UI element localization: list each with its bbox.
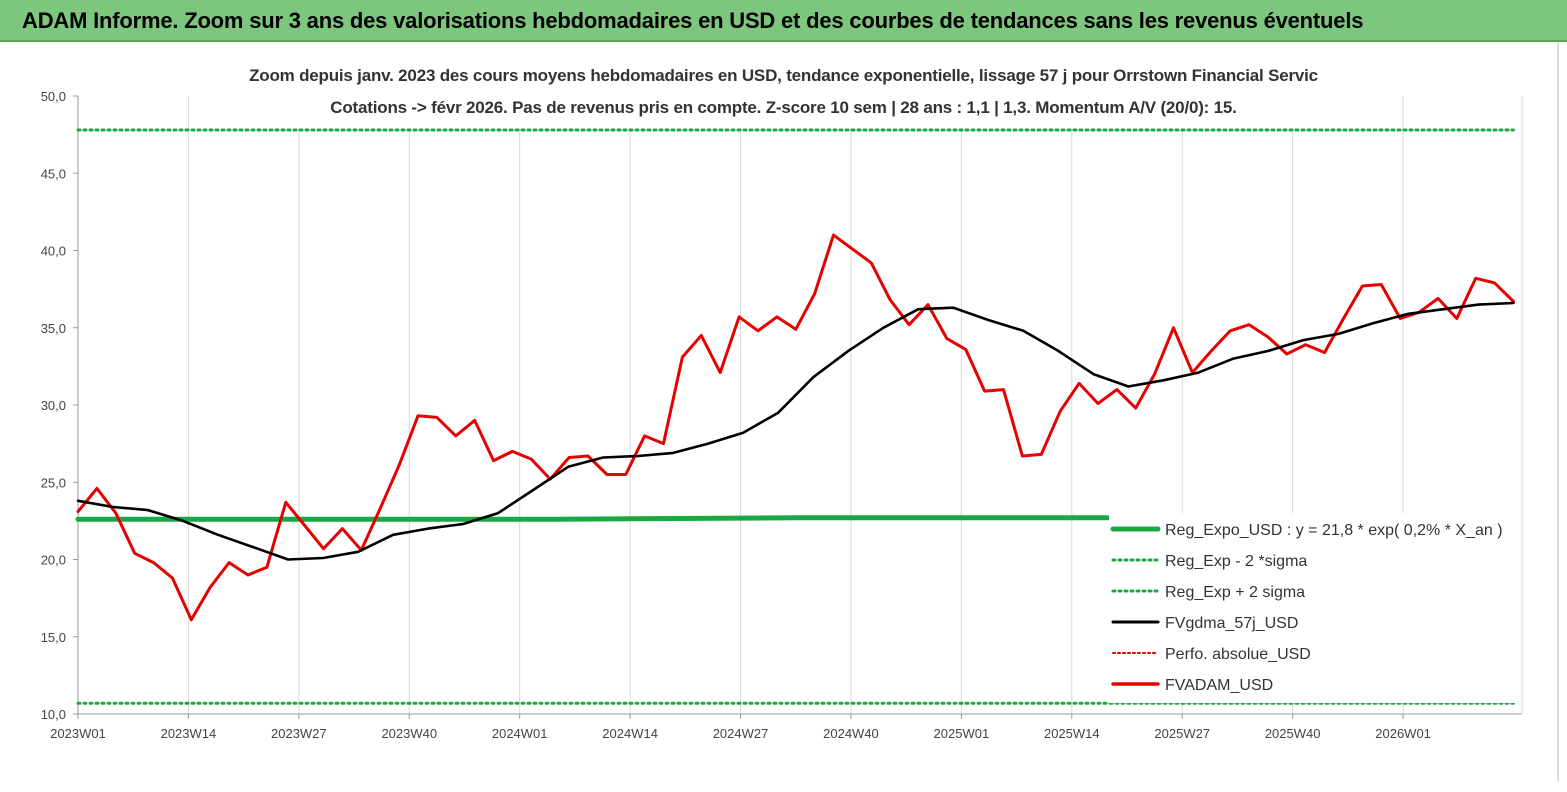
x-tick-label: 2025W27 bbox=[1154, 726, 1210, 741]
y-tick-label: 50,0 bbox=[41, 89, 66, 104]
x-tick-label: 2023W27 bbox=[271, 726, 327, 741]
y-tick-label: 45,0 bbox=[41, 166, 66, 181]
chart-area: 2023W01 2023W14 2023W27 2023W40 2024W01 2024W… bbox=[0, 42, 1567, 792]
x-tick-label: 2023W14 bbox=[161, 726, 217, 741]
x-tick-label: 2026W01 bbox=[1375, 726, 1431, 741]
price-chart: 2023W01 2023W14 2023W27 2023W40 2024W01 2024W… bbox=[41, 58, 1523, 741]
series-line-fvgdma-57j-usd bbox=[76, 301, 1515, 561]
chart-title-background bbox=[285, 94, 1345, 128]
report-title: ADAM Informe. Zoom sur 3 ans des valoris… bbox=[22, 8, 1364, 33]
x-tick-label: 2024W01 bbox=[492, 726, 548, 741]
chart-title-background bbox=[212, 58, 1350, 94]
chart-title-line-1: Zoom depuis janv. 2023 des cours moyens … bbox=[249, 66, 1318, 85]
y-tick-label: 35,0 bbox=[41, 321, 66, 336]
y-tick-label: 40,0 bbox=[41, 244, 66, 259]
legend-label: Reg_Exp + 2 sigma bbox=[1165, 584, 1305, 601]
legend-label: Perfo. absolue_USD bbox=[1165, 646, 1311, 663]
x-tick-label: 2023W01 bbox=[50, 726, 106, 741]
y-tick-label: 15,0 bbox=[41, 630, 66, 645]
y-tick-label: 10,0 bbox=[41, 707, 66, 722]
legend-label: FVADAM_USD bbox=[1165, 677, 1273, 694]
x-tick-label: 2024W40 bbox=[823, 726, 879, 741]
x-tick-label: 2023W40 bbox=[381, 726, 437, 741]
series-line-fvadam-usd bbox=[76, 233, 1515, 622]
x-tick-label: 2025W14 bbox=[1044, 726, 1100, 741]
x-tick-label: 2024W27 bbox=[713, 726, 769, 741]
chart-title-line-2: Cotations -> févr 2026. Pas de revenus p… bbox=[330, 98, 1237, 117]
frame-right-border bbox=[1557, 42, 1559, 782]
y-tick-label: 25,0 bbox=[41, 475, 66, 490]
y-tick-label: 20,0 bbox=[41, 553, 66, 568]
x-tick-label: 2025W01 bbox=[934, 726, 990, 741]
y-tick-label: 30,0 bbox=[41, 398, 66, 413]
x-tick-label: 2024W14 bbox=[602, 726, 658, 741]
report-header: ADAM Informe. Zoom sur 3 ans des valoris… bbox=[0, 0, 1567, 42]
x-tick-label: 2025W40 bbox=[1265, 726, 1321, 741]
legend-label: Reg_Expo_USD : y = 21,8 * exp( 0,2% * X_… bbox=[1165, 522, 1503, 539]
legend-label: FVgdma_57j_USD bbox=[1165, 615, 1298, 632]
legend-label: Reg_Exp - 2 *sigma bbox=[1165, 553, 1307, 570]
legend-background bbox=[1109, 513, 1517, 703]
